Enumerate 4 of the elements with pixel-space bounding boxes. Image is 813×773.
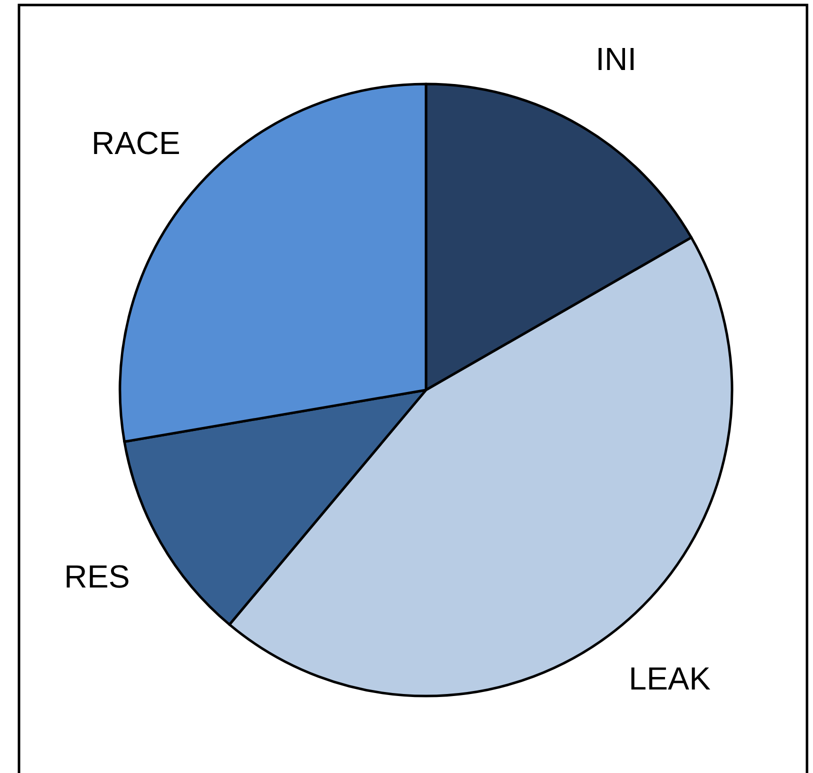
slice-label: RACE <box>91 124 180 161</box>
slice-label: INI <box>596 41 637 78</box>
slice-label: RES <box>64 558 130 594</box>
slice-label: LEAK <box>628 660 711 696</box>
